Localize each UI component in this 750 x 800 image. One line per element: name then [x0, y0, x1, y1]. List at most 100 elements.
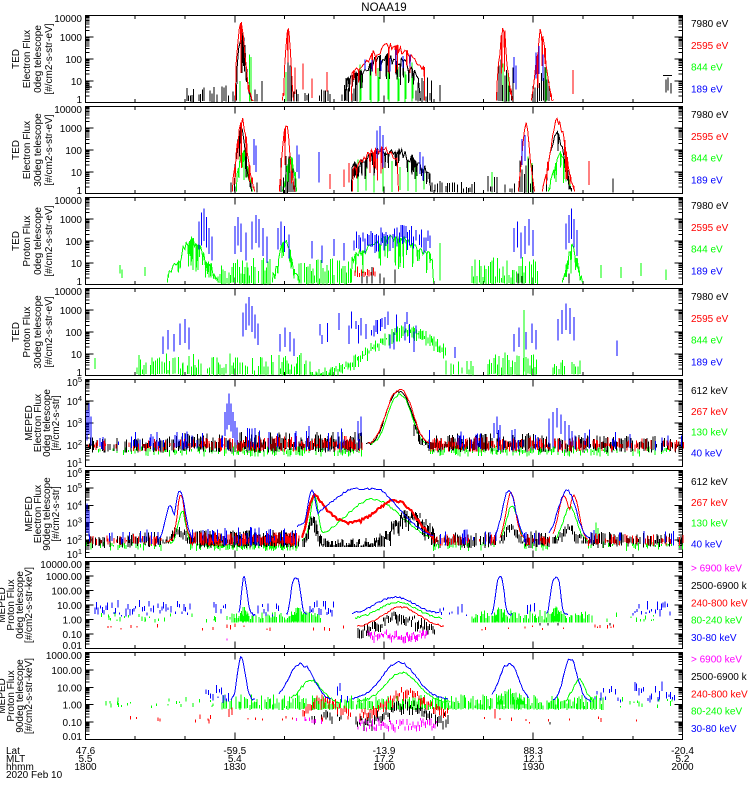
svg-text:1900: 1900: [373, 762, 396, 773]
svg-text:1000: 1000: [60, 215, 83, 226]
svg-text:1830: 1830: [224, 762, 247, 773]
svg-text:0deg telescope: 0deg telescope: [33, 207, 44, 275]
svg-text:40 keV: 40 keV: [691, 448, 722, 459]
svg-text:130 keV: 130 keV: [691, 428, 728, 439]
svg-text:10: 10: [71, 259, 83, 270]
svg-text:30deg telescope: 30deg telescope: [33, 295, 44, 369]
svg-text:7980 eV: 7980 eV: [691, 110, 729, 121]
svg-text:240-800 keV: 240-800 keV: [691, 689, 748, 700]
svg-text:-59.5: -59.5: [223, 746, 246, 757]
svg-text:5.5: 5.5: [79, 754, 93, 765]
svg-text:[#/cm2-s-str-eV]: [#/cm2-s-str-eV]: [44, 205, 55, 276]
svg-text:0.01: 0.01: [63, 641, 83, 652]
svg-text:Lat: Lat: [6, 746, 20, 757]
svg-text:2595 eV: 2595 eV: [691, 223, 729, 234]
svg-text:MLT: MLT: [6, 754, 25, 765]
svg-text:> 6900 keV: > 6900 keV: [691, 655, 742, 666]
svg-text:TED: TED: [11, 322, 22, 342]
svg-text:90deg telescope: 90deg telescope: [15, 659, 26, 733]
svg-text:NOAA19: NOAA19: [361, 2, 406, 14]
svg-text:612 keV: 612 keV: [691, 386, 728, 397]
svg-text:2595 eV: 2595 eV: [691, 132, 729, 143]
svg-text:10000: 10000: [54, 14, 82, 25]
svg-text:TED: TED: [11, 231, 22, 251]
svg-text:2500-6900 k: 2500-6900 k: [691, 672, 748, 683]
svg-text:10: 10: [71, 168, 83, 179]
svg-text:130 keV: 130 keV: [691, 519, 728, 530]
svg-text:1: 1: [76, 277, 82, 288]
svg-text:10.00: 10.00: [57, 683, 82, 694]
svg-text:240-800 keV: 240-800 keV: [691, 598, 748, 609]
svg-text:Electron Flux: Electron Flux: [33, 394, 44, 452]
svg-text:1000: 1000: [60, 33, 83, 44]
svg-text:10000: 10000: [54, 105, 82, 116]
svg-text:17.2: 17.2: [374, 754, 394, 765]
svg-text:0deg telescope: 0deg telescope: [42, 389, 53, 457]
svg-text:10: 10: [71, 350, 83, 361]
svg-text:1000.00: 1000.00: [46, 651, 83, 662]
svg-text:Electron Flux: Electron Flux: [22, 30, 33, 88]
svg-text:1: 1: [76, 95, 82, 106]
svg-text:100: 100: [65, 55, 82, 66]
svg-text:844 eV: 844 eV: [691, 336, 723, 347]
svg-text:10000: 10000: [54, 287, 82, 298]
svg-text:1000: 1000: [60, 124, 83, 135]
svg-text:Electron Flux: Electron Flux: [33, 485, 44, 543]
svg-text:[#/cm2-s-str-keV]: [#/cm2-s-str-keV]: [24, 658, 35, 734]
svg-text:88.3: 88.3: [523, 746, 543, 757]
svg-text:TED: TED: [11, 140, 22, 160]
svg-text:90deg telescope: 90deg telescope: [42, 477, 53, 551]
svg-text:-20.4: -20.4: [671, 746, 694, 757]
svg-text:[#/cm2-s-str-eV]: [#/cm2-s-str-eV]: [44, 23, 55, 94]
svg-text:10000: 10000: [54, 196, 82, 207]
svg-text:2595 eV: 2595 eV: [691, 41, 729, 52]
svg-text:Proton Flux: Proton Flux: [22, 215, 33, 266]
svg-text:[#/cm2-s-str-keV]: [#/cm2-s-str-keV]: [24, 567, 35, 643]
svg-text:MEPED: MEPED: [0, 587, 8, 623]
svg-text:TED: TED: [11, 49, 22, 69]
svg-text:30deg telescope: 30deg telescope: [33, 113, 44, 187]
svg-text:10.00: 10.00: [57, 601, 82, 612]
svg-text:7980 eV: 7980 eV: [691, 292, 729, 303]
svg-text:844 eV: 844 eV: [691, 245, 723, 256]
svg-text:612 keV: 612 keV: [691, 477, 728, 488]
svg-text:5.4: 5.4: [228, 754, 242, 765]
svg-text:40 keV: 40 keV: [691, 539, 722, 550]
svg-text:12.1: 12.1: [523, 754, 543, 765]
svg-text:> 6900 keV: > 6900 keV: [691, 564, 742, 575]
svg-text:MEPED: MEPED: [24, 496, 35, 532]
svg-text:2020 Feb 10: 2020 Feb 10: [6, 770, 63, 781]
svg-text:[#/cm2-s-str]: [#/cm2-s-str]: [51, 395, 62, 451]
svg-text:Proton Flux: Proton Flux: [22, 306, 33, 357]
svg-text:844 eV: 844 eV: [691, 63, 723, 74]
svg-text:Electron Flux: Electron Flux: [22, 121, 33, 179]
svg-text:7980 eV: 7980 eV: [691, 201, 729, 212]
svg-text:MEPED: MEPED: [0, 678, 8, 714]
svg-text:100.00: 100.00: [51, 666, 82, 677]
svg-text:7980 eV: 7980 eV: [691, 19, 729, 30]
svg-text:1000: 1000: [60, 306, 83, 317]
svg-text:MEPED: MEPED: [24, 405, 35, 441]
svg-text:5.2: 5.2: [676, 754, 690, 765]
svg-text:267 keV: 267 keV: [691, 407, 728, 418]
svg-text:1800: 1800: [74, 762, 97, 773]
svg-text:100: 100: [65, 237, 82, 248]
svg-text:189 eV: 189 eV: [691, 84, 723, 95]
svg-text:2595 eV: 2595 eV: [691, 314, 729, 325]
svg-text:1000.00: 1000.00: [46, 572, 83, 583]
svg-text:1930: 1930: [522, 762, 545, 773]
svg-text:189 eV: 189 eV: [691, 175, 723, 186]
svg-text:-13.9: -13.9: [373, 746, 396, 757]
svg-text:189 eV: 189 eV: [691, 266, 723, 277]
svg-text:189 eV: 189 eV: [691, 357, 723, 368]
svg-text:0.01: 0.01: [63, 732, 83, 743]
svg-text:80-240 keV: 80-240 keV: [691, 707, 742, 718]
svg-text:2000: 2000: [671, 762, 694, 773]
svg-text:0.10: 0.10: [63, 630, 83, 641]
svg-text:30-80 keV: 30-80 keV: [691, 724, 737, 735]
svg-text:30-80 keV: 30-80 keV: [691, 633, 737, 644]
svg-text:100.00: 100.00: [51, 587, 82, 598]
svg-text:100: 100: [65, 328, 82, 339]
svg-text:47.6: 47.6: [76, 746, 96, 757]
svg-text:Proton Flux: Proton Flux: [6, 579, 17, 630]
